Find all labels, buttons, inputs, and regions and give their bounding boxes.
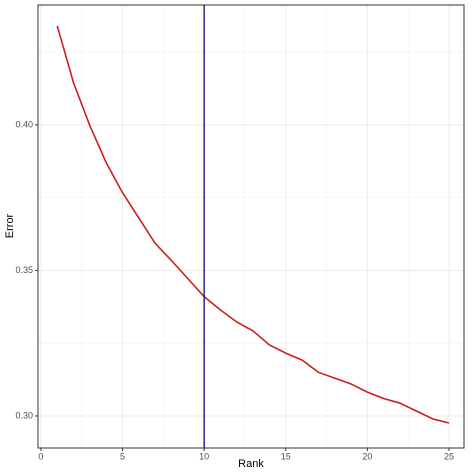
x-tick-label: 10: [199, 451, 209, 461]
data-line: [56, 25, 450, 424]
y-axis-title: Error: [4, 213, 16, 238]
x-tick-label: 25: [444, 451, 454, 461]
x-tick-label: 20: [362, 451, 372, 461]
y-tick-label: 0.40: [15, 119, 33, 129]
x-axis-title: Rank: [238, 458, 264, 470]
y-tick-label: 0.35: [15, 265, 33, 275]
x-tick-label: 5: [120, 451, 125, 461]
x-tick-label: 15: [281, 451, 291, 461]
x-tick-label: 0: [38, 451, 43, 461]
panel-border: [37, 4, 465, 449]
y-tick-label: 0.30: [15, 410, 33, 420]
